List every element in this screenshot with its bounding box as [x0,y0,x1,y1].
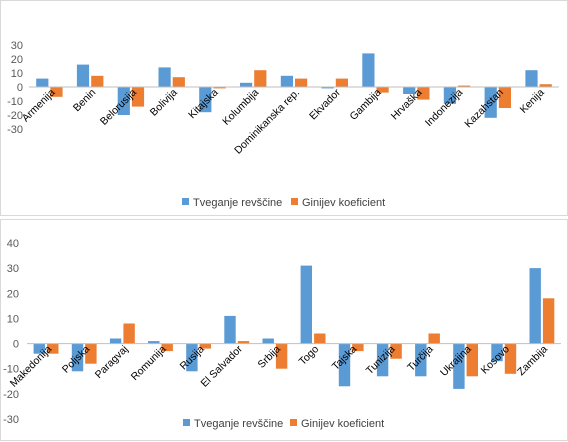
y-tick-label: 0 [17,82,23,94]
legend: Tveganje revščine Ginijev koeficient [182,197,385,209]
legend-swatch [291,198,298,205]
legend-swatch [290,419,297,426]
y-tick-label: -30 [7,124,23,136]
legend-swatch [183,419,190,426]
bar-tveganje [362,53,374,87]
bar-gini [254,70,266,87]
category-label: Gambija [347,87,383,123]
category-label: Benin [71,87,99,115]
bar-tveganje [281,76,293,87]
y-tick-label: 40 [7,238,19,250]
bar-gini [314,334,325,344]
bar-tveganje [263,339,274,344]
y-tick-label: 10 [11,68,23,80]
bar-gini [295,79,307,87]
legend-label: Tveganje revščine [193,197,282,209]
bar-gini [543,298,554,343]
bar-gini [336,79,348,87]
category-label: Armenija [20,87,58,125]
category-label: Romunija [129,343,169,383]
chart-panel-top: -30 -20 -10 0 10 20 30 Armenija Benin Belorusija B… [0,0,568,216]
category-label: Zambija [515,343,550,378]
y-tick-label: 30 [7,263,19,275]
bar-tveganje [110,339,121,344]
category-label: Kolumbija [220,87,261,128]
bar-tveganje [530,268,541,343]
category-label: Togo [297,343,322,368]
bar-tveganje [301,266,312,344]
legend-label: Tveganje revščine [194,418,283,430]
category-label: Bolivija [148,87,180,119]
bar-tveganje [77,65,89,87]
y-tick-label: 30 [11,40,23,52]
category-label: Kenija [518,87,547,116]
legend-label: Ginijev koeficient [302,197,385,209]
bar-tveganje [525,70,537,87]
bar-gini [173,77,185,87]
legend: Tveganje revščine Ginijev koeficient [183,418,384,430]
y-tick-label: -30 [3,414,19,426]
bar-gini [429,334,440,344]
y-tick-label: 0 [13,339,19,351]
y-tick-label: -10 [7,96,23,108]
bar-gini [123,324,134,344]
legend-swatch [182,198,189,205]
y-tick-label: 20 [7,288,19,300]
chart-panel-bottom: -30 -20 -10 0 10 20 30 40 Makedonija Poljska Parag… [0,219,568,441]
bar-gini [91,76,103,87]
category-label: Paragvaj [93,343,131,381]
y-tick-label: -20 [3,389,19,401]
category-label: Kazahstan [462,87,506,131]
y-tick-label: 10 [7,313,19,325]
bar-tveganje [240,83,252,87]
y-tick-label: 20 [11,54,23,66]
bar-tveganje [159,67,171,87]
bar-tveganje [36,79,48,87]
bar-tveganje [224,316,235,344]
legend-label: Ginijev koeficient [301,418,384,430]
category-label: El Salvador [198,343,245,390]
category-label: Ekvador [307,86,343,122]
